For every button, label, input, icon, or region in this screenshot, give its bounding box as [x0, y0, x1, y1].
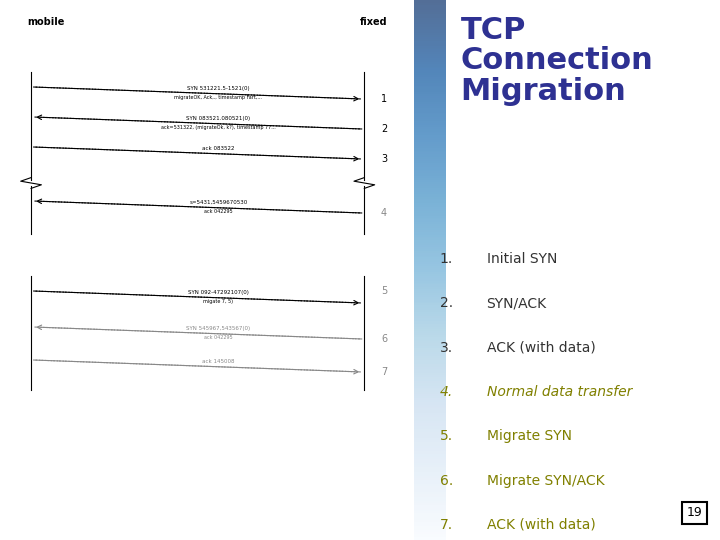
Text: 4: 4: [381, 208, 387, 218]
Text: 3: 3: [381, 154, 387, 164]
Text: 7.: 7.: [440, 518, 453, 532]
Text: ack 042295: ack 042295: [204, 210, 233, 214]
Text: SYN 092-47292107(0): SYN 092-47292107(0): [188, 289, 249, 295]
Text: 6.: 6.: [440, 474, 453, 488]
Text: 3.: 3.: [440, 341, 453, 355]
Text: SYN/ACK: SYN/ACK: [487, 296, 546, 310]
Text: migrateOK, Ack,., timestamp Fart,...: migrateOK, Ack,., timestamp Fart,...: [174, 96, 262, 100]
Text: fixed: fixed: [360, 17, 388, 27]
Text: 7: 7: [381, 367, 387, 377]
Text: migate 7, 5): migate 7, 5): [203, 299, 233, 305]
Text: mobile: mobile: [27, 17, 64, 27]
Text: Migrate SYN/ACK: Migrate SYN/ACK: [487, 474, 604, 488]
Text: TCP
Connection
Migration: TCP Connection Migration: [461, 16, 654, 105]
Text: 2.: 2.: [440, 296, 453, 310]
Text: SYN 531221.5-1521(0): SYN 531221.5-1521(0): [187, 86, 250, 91]
Text: ACK (with data): ACK (with data): [487, 518, 595, 532]
Text: Initial SYN: Initial SYN: [487, 252, 557, 266]
Text: ack 145008: ack 145008: [202, 359, 235, 363]
Text: 5: 5: [381, 286, 387, 296]
Text: ack=531322, (migrateOk, k?), timestamp 77...: ack=531322, (migrateOk, k?), timestamp 7…: [161, 125, 276, 130]
Text: 2: 2: [381, 124, 387, 134]
Text: ack 083522: ack 083522: [202, 146, 235, 151]
Text: 1.: 1.: [440, 252, 453, 266]
Text: 1: 1: [381, 94, 387, 104]
Text: 5.: 5.: [440, 429, 453, 443]
Text: SYN 083521.080521(0): SYN 083521.080521(0): [186, 116, 251, 120]
Text: 6: 6: [381, 334, 387, 344]
Text: 19: 19: [686, 507, 702, 519]
Text: ACK (with data): ACK (with data): [487, 341, 595, 355]
Text: 4.: 4.: [440, 385, 453, 399]
Text: Migrate SYN: Migrate SYN: [487, 429, 572, 443]
Text: Normal data transfer: Normal data transfer: [487, 385, 632, 399]
Text: ack 042295: ack 042295: [204, 335, 233, 340]
Text: s=5431,5459670530: s=5431,5459670530: [189, 200, 248, 205]
Text: SYN 545967,543567(0): SYN 545967,543567(0): [186, 326, 251, 330]
